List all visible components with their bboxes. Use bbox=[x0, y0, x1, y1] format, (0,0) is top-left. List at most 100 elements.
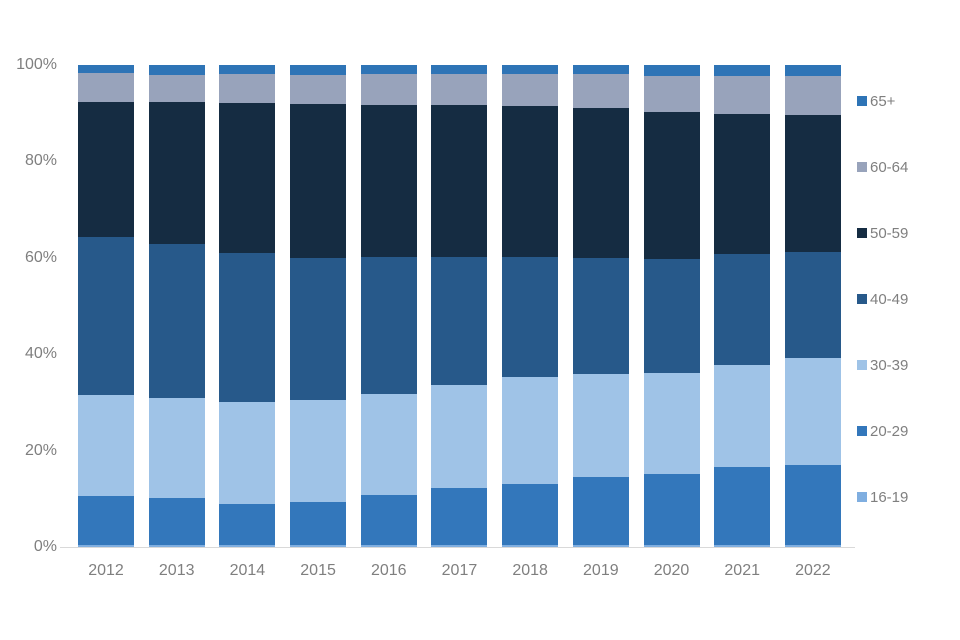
x-axis-label-2014: 2014 bbox=[229, 562, 266, 579]
x-axis-label-2012: 2012 bbox=[88, 562, 124, 579]
bar-2016-segment-20-29 bbox=[360, 495, 417, 546]
bar-2013-segment-20-29 bbox=[148, 498, 205, 546]
legend-label: 16-19 bbox=[870, 488, 909, 506]
bar-2012-segment-60-64 bbox=[78, 72, 134, 102]
bar-2019 bbox=[572, 65, 629, 547]
bar-2017-segment-40-49 bbox=[431, 257, 488, 385]
bar-2013 bbox=[148, 65, 205, 547]
bar-2022-segment-60-64 bbox=[784, 75, 841, 116]
bar-2012-segment-16-19 bbox=[78, 545, 134, 547]
bar-2012-segment-50-59 bbox=[78, 101, 134, 237]
legend-item-65+: 65+ bbox=[857, 91, 908, 111]
bar-2016-segment-60-64 bbox=[360, 74, 417, 106]
legend-item-60-64: 60-64 bbox=[857, 157, 908, 177]
bar-2017-segment-60-64 bbox=[431, 74, 488, 106]
bar-2014-segment-65+ bbox=[219, 65, 276, 75]
x-axis-label-2020: 2020 bbox=[653, 562, 690, 579]
bar-2014-segment-60-64 bbox=[219, 74, 276, 103]
x-axis-line bbox=[60, 547, 855, 548]
legend-swatch-icon bbox=[857, 96, 867, 106]
x-axis-label-2019: 2019 bbox=[583, 562, 619, 579]
bar-2017-segment-20-29 bbox=[431, 487, 488, 546]
y-axis-tick-label: 40% bbox=[24, 345, 57, 363]
x-axis-label-2022: 2022 bbox=[795, 562, 831, 579]
y-axis-tick-label: 60% bbox=[24, 248, 57, 266]
bar-2017-segment-16-19 bbox=[431, 545, 488, 547]
bar-2016-segment-30-39 bbox=[360, 393, 417, 496]
bar-2021-segment-60-64 bbox=[714, 75, 771, 114]
bar-2014-segment-30-39 bbox=[219, 402, 276, 504]
bar-2013-segment-16-19 bbox=[148, 545, 205, 547]
bar-2020-segment-16-19 bbox=[643, 545, 700, 547]
bar-2021 bbox=[714, 65, 771, 547]
bar-2012-segment-20-29 bbox=[78, 496, 134, 546]
x-axis-label-2018: 2018 bbox=[512, 562, 548, 579]
bar-2015 bbox=[290, 65, 347, 547]
y-axis-tick-label: 20% bbox=[24, 441, 57, 459]
legend-label: 65+ bbox=[870, 92, 896, 110]
plot-area bbox=[67, 65, 855, 547]
x-axis-label-2017: 2017 bbox=[441, 562, 478, 579]
x-axis-label-2021: 2021 bbox=[724, 562, 760, 579]
bar-2012-segment-40-49 bbox=[78, 236, 134, 395]
bar-2020-segment-65+ bbox=[643, 65, 700, 76]
bar-2013-segment-60-64 bbox=[148, 75, 205, 102]
legend-label: 20-29 bbox=[870, 422, 909, 440]
bar-2015-segment-40-49 bbox=[290, 258, 347, 400]
legend-swatch-icon bbox=[857, 162, 867, 172]
bar-2016-segment-65+ bbox=[360, 65, 417, 75]
legend-swatch-icon bbox=[857, 294, 867, 304]
bar-2018-segment-50-59 bbox=[502, 105, 559, 258]
bar-2018-segment-60-64 bbox=[502, 74, 559, 106]
bar-2016 bbox=[360, 65, 417, 547]
bar-2021-segment-50-59 bbox=[714, 113, 771, 254]
bar-2018-segment-65+ bbox=[502, 65, 559, 75]
bar-2015-segment-16-19 bbox=[290, 545, 347, 547]
bar-2012-segment-65+ bbox=[78, 65, 134, 73]
bar-2012 bbox=[78, 65, 134, 547]
legend-item-50-59: 50-59 bbox=[857, 223, 908, 243]
bar-2017-segment-30-39 bbox=[431, 384, 488, 488]
legend-swatch-icon bbox=[857, 492, 867, 502]
bar-2018-segment-16-19 bbox=[502, 545, 559, 547]
bar-2015-segment-50-59 bbox=[290, 104, 347, 259]
bar-2017-segment-50-59 bbox=[431, 105, 488, 258]
legend-item-30-39: 30-39 bbox=[857, 355, 908, 375]
legend-label: 30-39 bbox=[870, 356, 909, 374]
bar-2018-segment-40-49 bbox=[502, 257, 559, 378]
bar-2021-segment-20-29 bbox=[714, 467, 771, 546]
bar-2019-segment-60-64 bbox=[572, 73, 629, 108]
legend-item-40-49: 40-49 bbox=[857, 289, 908, 309]
bar-2014-segment-20-29 bbox=[219, 503, 276, 546]
legend-swatch-icon bbox=[857, 228, 867, 238]
bar-2021-segment-16-19 bbox=[714, 545, 771, 547]
legend-item-20-29: 20-29 bbox=[857, 421, 908, 441]
bar-2018-segment-30-39 bbox=[502, 377, 559, 484]
x-axis-label-2015: 2015 bbox=[300, 562, 336, 579]
legend: 65+ 60-64 50-59 40-49 30-39 20-29 16-19 bbox=[857, 91, 908, 507]
bar-2022-segment-40-49 bbox=[784, 251, 841, 359]
bar-2022-segment-50-59 bbox=[784, 115, 841, 252]
y-axis-tick-label: 80% bbox=[24, 152, 57, 170]
bar-2016-segment-16-19 bbox=[360, 545, 417, 547]
bar-2020-segment-40-49 bbox=[643, 258, 700, 374]
bar-2014-segment-50-59 bbox=[219, 102, 276, 253]
bar-2013-segment-30-39 bbox=[148, 398, 205, 499]
bar-2022-segment-20-29 bbox=[784, 464, 841, 546]
bar-2019-segment-16-19 bbox=[572, 545, 629, 547]
bar-2012-segment-30-39 bbox=[78, 394, 134, 497]
bar-2015-segment-60-64 bbox=[290, 74, 347, 105]
bar-2016-segment-40-49 bbox=[360, 257, 417, 394]
y-axis-tick-label: 100% bbox=[16, 56, 57, 73]
legend-label: 60-64 bbox=[870, 158, 909, 176]
bar-2021-segment-30-39 bbox=[714, 365, 771, 468]
bar-2019-segment-40-49 bbox=[572, 258, 629, 374]
bar-2013-segment-50-59 bbox=[148, 101, 205, 245]
bar-2013-segment-40-49 bbox=[148, 244, 205, 399]
bar-2022-segment-16-19 bbox=[784, 545, 841, 547]
bar-2022-segment-65+ bbox=[784, 65, 841, 76]
bar-2020-segment-30-39 bbox=[643, 373, 700, 474]
bar-2022-segment-30-39 bbox=[784, 358, 841, 465]
bar-2021-segment-40-49 bbox=[714, 253, 771, 366]
